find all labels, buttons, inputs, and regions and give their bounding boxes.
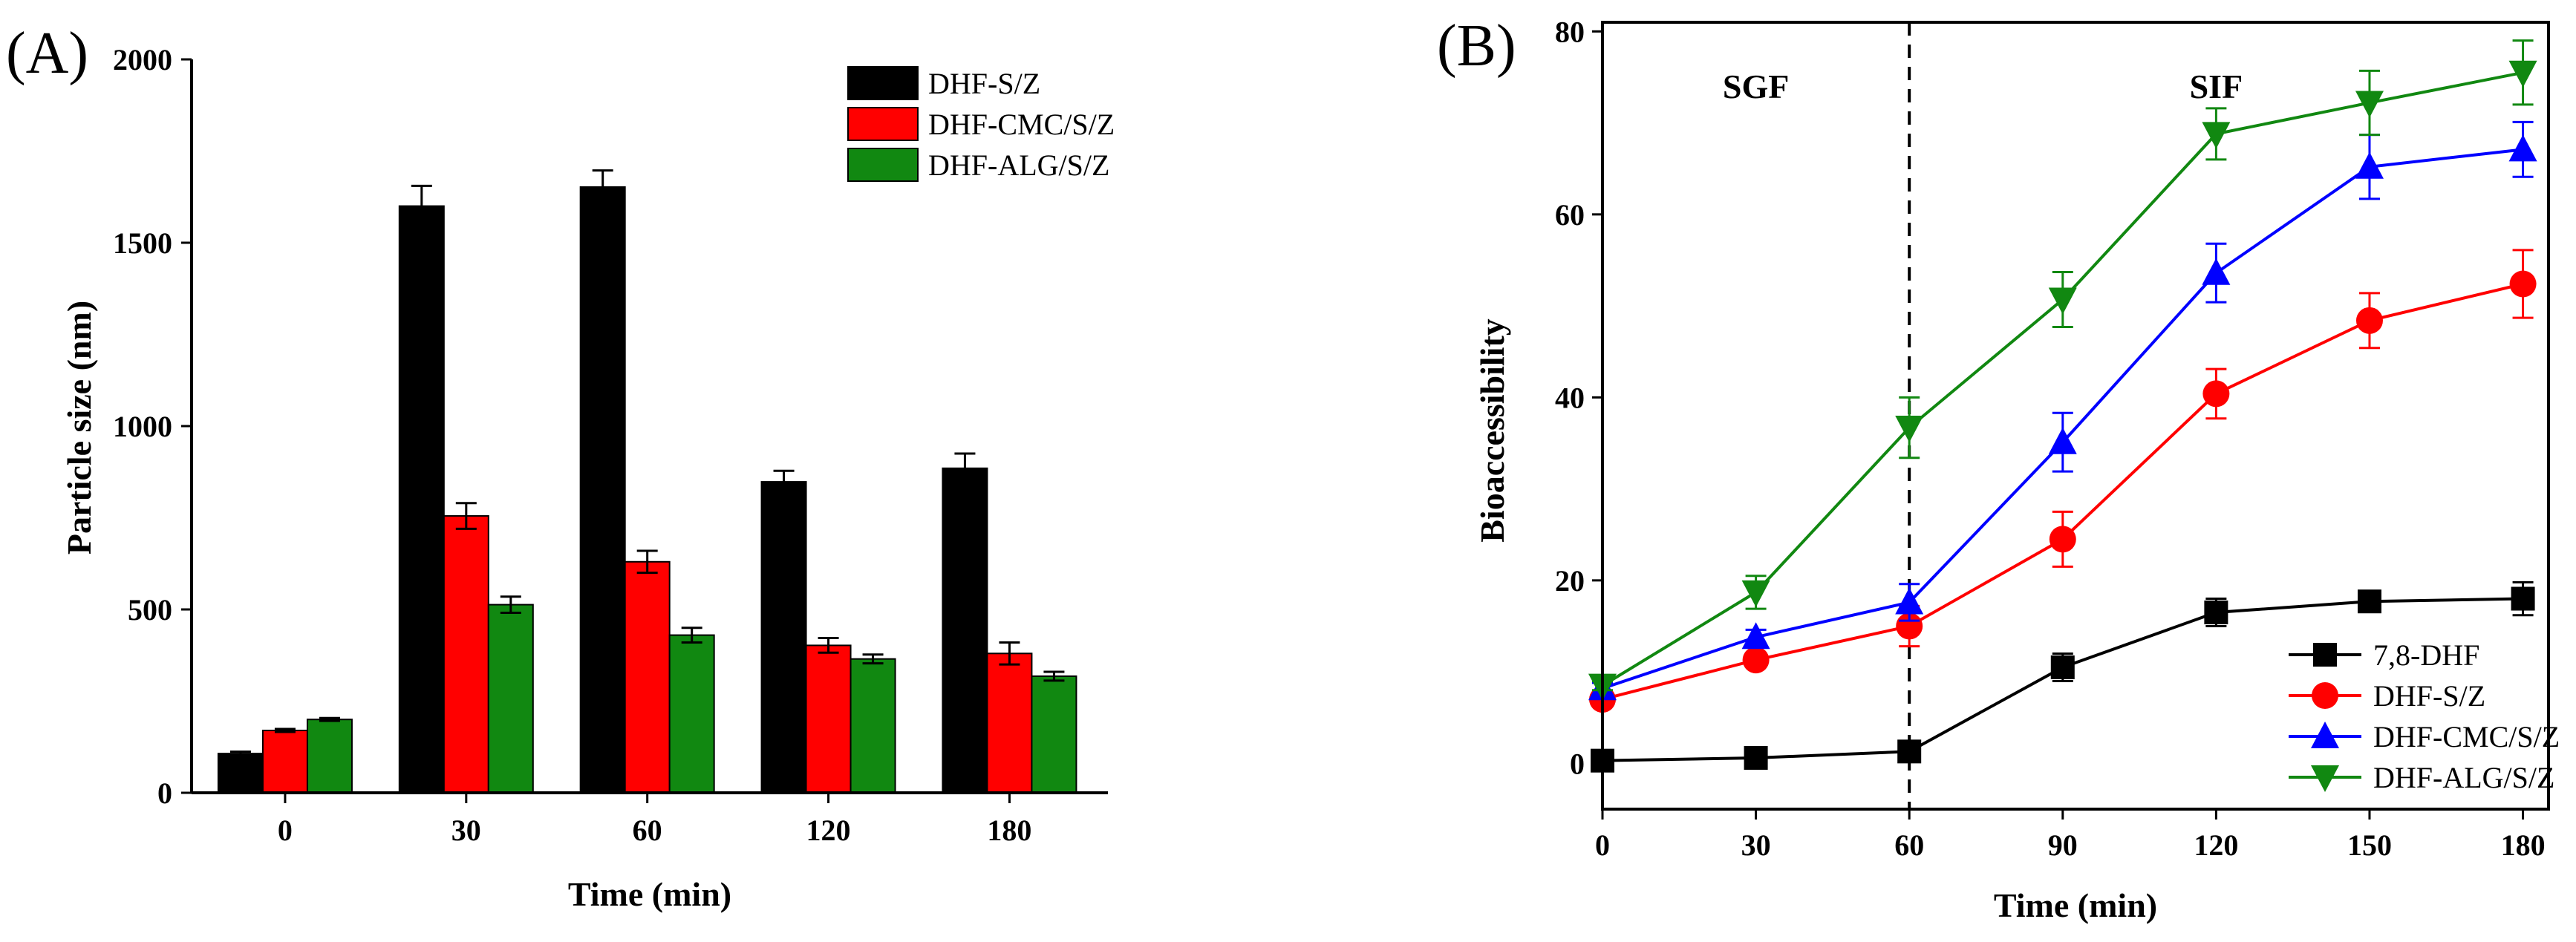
panel-a-x-tick-label-4: 180 [987,814,1031,847]
series-1-point-3 [2049,526,2076,553]
panel-a-x-tick-label-2: 60 [633,814,662,847]
panel-a-x-tick-label-0: 0 [278,814,293,847]
bar-0-3 [760,481,807,794]
series-3-point-6 [2508,60,2537,88]
panel-b-legend-marker-0 [2313,643,2337,667]
panel-b-legend-marker-2 [2311,722,2339,748]
panel-a-label: (A) [6,21,88,86]
panel-a-y-axis-title: Particle size (nm) [60,301,98,555]
panel-a-y-tick-label-1: 500 [128,593,172,627]
series-1-point-1 [1742,647,1770,674]
panel-a-bar-chart: (A) Particle size (nm) Time (min) 0 500 10… [6,21,1115,913]
phase-label-1: SIF [2190,68,2243,105]
panel-a-y-tick-label-3: 1500 [113,226,172,260]
bar-1-4 [986,652,1033,794]
series-1-point-5 [2355,307,2383,334]
series-0-point-6 [2511,586,2535,611]
panel-b-x-tick-label-5: 150 [2347,828,2392,862]
panel-b-y-axis-title: Bioaccessibility [1473,318,1511,543]
panel-b-y-tick-label-1: 20 [1555,564,1585,598]
panel-b-x-tick-label-6: 180 [2501,828,2546,862]
panel-a-legend: DHF-S/Z DHF-CMC/S/Z DHF-ALG/S/Z [847,66,1115,182]
bar-2-0 [306,719,353,794]
panel-b-line-chart: (B) Bioaccessibility Time (min) SGF SIF 0… [1437,13,2560,924]
panel-b-x-tick-label-0: 0 [1595,828,1610,862]
panel-b-y-tick-label-2: 40 [1555,381,1585,414]
panel-a-x-axis-title: Time (min) [568,875,731,913]
panel-a-axes: 0 500 1000 1500 2000 0 30 60 120 180 [113,43,1108,847]
series-0-point-3 [2050,655,2075,679]
series-3-point-5 [2355,91,2384,118]
panel-a-bars [217,169,1077,794]
bar-0-1 [398,205,445,794]
series-0-point-1 [1744,745,1768,770]
panel-a-legend-swatch-1 [847,107,919,141]
series-0-point-4 [2204,601,2228,624]
panel-b-label: (B) [1437,13,1516,79]
panel-b-legend: 7,8-DHF DHF-S/Z DHF-CMC/S/Z DHF-ALG/S/Z [2289,638,2560,794]
series-2-point-6 [2508,134,2537,162]
series-3-point-3 [2048,287,2077,315]
panel-b-x-tick-label-2: 60 [1894,828,1924,862]
panel-b-legend-label-2: DHF-CMC/S/Z [2373,720,2560,753]
panel-b-axes: 0 20 40 60 80 0 30 60 90 120 150 180 [1555,15,2550,862]
bar-2-2 [668,634,715,794]
panel-a-x-tick-label-3: 120 [806,814,851,847]
phase-label-0: SGF [1723,68,1789,105]
bar-1-3 [805,644,852,794]
panel-a-y-tick-label-2: 1000 [113,410,172,443]
series-2-point-1 [1741,622,1770,650]
series-2-point-5 [2355,151,2384,179]
panel-b-x-tick-label-1: 30 [1741,828,1771,862]
bar-0-4 [942,467,988,794]
panel-a-legend-label-2: DHF-ALG/S/Z [928,148,1109,182]
series-2-point-3 [2048,427,2077,454]
panel-b-legend-label-1: DHF-S/Z [2373,679,2485,713]
bar-0-0 [217,753,264,794]
panel-b-legend-marker-1 [2312,682,2338,709]
bar-0-2 [579,186,626,794]
series-2-point-4 [2202,258,2231,285]
bar-1-2 [624,560,671,794]
series-1-point-4 [2202,380,2230,408]
panel-b-legend-label-0: 7,8-DHF [2373,638,2479,672]
bar-1-1 [443,515,489,794]
panel-a-x-tick-label-1: 30 [451,814,481,847]
panel-b-x-tick-label-4: 120 [2194,828,2238,862]
panel-a-y-tick-label-0: 0 [157,776,172,810]
panel-a-legend-label-1: DHF-CMC/S/Z [928,108,1115,141]
series-2-point-2 [1895,587,1924,615]
bar-2-3 [850,658,896,794]
panel-b-y-tick-label-0: 0 [1570,747,1585,780]
panel-a-legend-swatch-2 [847,148,919,182]
panel-a-y-tick-label-4: 2000 [113,43,172,76]
series-0-point-2 [1897,739,1922,764]
panel-a-legend-label-0: DHF-S/Z [928,67,1040,100]
series-1-point-6 [2509,270,2537,298]
panel-a-legend-swatch-0 [847,66,919,100]
panel-b-axes-frame [1601,21,2550,811]
panel-b-y-tick-label-4: 80 [1555,15,1585,48]
panel-b-legend-marker-3 [2311,765,2339,792]
panel-b-x-axis-title: Time (min) [1994,886,2157,924]
panel-b-legend-label-3: DHF-ALG/S/Z [2373,761,2554,794]
series-line-1 [1602,282,2524,701]
bar-2-4 [1031,675,1077,794]
bar-2-1 [487,604,534,794]
series-3-point-2 [1895,416,1924,443]
series-0-point-5 [2357,589,2381,614]
series-3-point-4 [2202,122,2231,149]
series-1-point-2 [1896,612,1923,640]
panel-b-x-tick-label-3: 90 [2048,828,2078,862]
bar-1-0 [261,730,308,794]
panel-b-y-tick-label-3: 60 [1555,198,1585,232]
series-3-point-1 [1741,580,1770,607]
